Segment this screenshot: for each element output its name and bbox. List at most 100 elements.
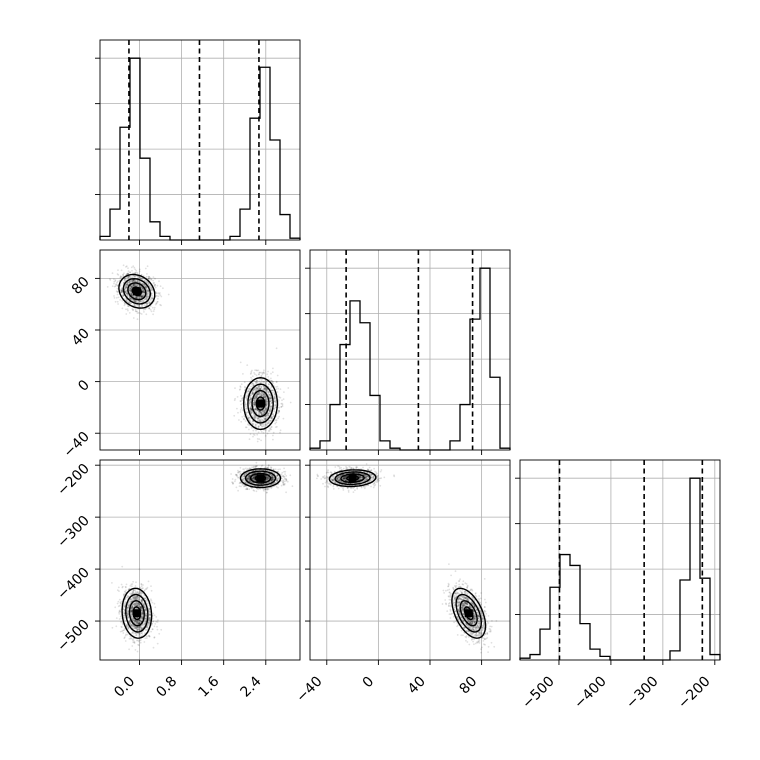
pair-0-2-sample-point [158,632,161,635]
pair-0-1-sample-point [127,305,130,307]
pair-0-1-sample-point [141,295,144,298]
pair-0-2-sample-point [143,641,146,643]
pair-0-1-sample-point [139,296,142,299]
pair-0-2-sample-point [156,642,159,645]
pair-0-1-sample-point [246,393,248,395]
pair-0-1-sample-point [149,308,152,311]
pair-0-1-sample-point [139,300,141,303]
pair-0-1-sample-point [133,304,136,306]
pair-0-1-sample-point [122,274,124,276]
pair-0-1-sample-point [249,373,252,375]
pair-0-1-sample-point [138,304,141,307]
pair-0-1-sample-point [134,295,137,298]
pair-0-1-sample-point [259,423,262,426]
pair-0-1-sample-point [261,425,263,427]
pair-0-1-sample-point [120,289,122,292]
pair-0-1-sample-point [145,287,148,290]
pair-0-2-sample-point [122,632,125,634]
pair-0-1-sample-point [113,297,116,299]
pair-0-1-sample-point [145,298,148,300]
pair-0-2-sample-point [135,620,138,622]
pair-0-1-sample-point [263,423,266,425]
pair-0-2-sample-point [111,582,113,584]
pair-0-1-sample-point [275,347,278,350]
pair-0-1-sample-point [135,269,138,272]
pair-0-1-sample-point [117,291,119,293]
pair-0-1-sample-point [240,407,243,409]
pair-0-2-sample-point [134,632,136,635]
pair-0-1-sample-point [117,303,119,305]
pair-0-2-sample-point [152,612,155,615]
pair-0-1-sample-point [142,300,145,303]
pair-0-1-sample-point [148,300,151,303]
pair-0-1-sample-point [157,297,159,300]
pair-0-1-sample-point [125,266,127,268]
pair-0-1-sample-point [252,435,254,438]
pair-0-1-sample-point [128,281,131,284]
pair-0-2-sample-point [245,467,247,470]
pair-0-2-sample-point [135,601,138,604]
pair-0-1-sample-point [248,438,251,441]
pair-0-1-sample-point [148,276,151,278]
pair-0-1-sample-point [124,291,127,294]
pair-0-2-sample-point [121,586,124,589]
pair-0-1-sample-point [134,280,136,283]
pair-0-1-sample-point [132,279,135,281]
pair-0-2-sample-point [141,612,144,614]
pair-0-1-sample-point [137,280,140,283]
pair-0-1-sample-point [141,300,143,303]
pair-0-1-sample-point [258,371,261,374]
pair-0-2-sample-point [131,645,134,647]
pair-0-2-sample-point [144,615,147,618]
pair-0-1-sample-point [127,294,129,297]
pair-0-1-sample-point [131,280,133,282]
pair-0-1-sample-point [137,280,139,282]
pair-0-1-sample-point [117,274,120,276]
pair-0-2-sample-point [119,615,122,618]
pair-0-1-sample-point [246,414,249,417]
pair-0-2-sample-point [152,620,154,623]
pair-0-1-sample-point [247,423,249,426]
pair-0-2-sample-point [116,602,119,605]
pair-0-1-sample-point [133,300,135,303]
pair-0-1-sample-point [130,289,133,292]
pair-0-1-sample-point [147,277,150,280]
pair-0-1-sample-point [148,302,150,305]
pair-0-1-sample-point [131,298,133,300]
pair-0-2-sample-point [141,624,144,627]
pair-0-1-sample-point [124,302,126,305]
pair-0-2-sample-point [138,628,140,630]
pair-0-1-sample-point [246,364,249,366]
pair-0-1-sample-point [122,264,125,267]
pair-0-1-sample-point [144,267,147,270]
pair-0-1-sample-point [139,295,142,298]
pair-0-1-sample-point [153,308,156,311]
pair-0-1-sample-point [268,383,270,386]
pair-0-1-sample-point [149,277,152,280]
pair-0-1-sample-point [134,304,136,307]
pair-0-1-sample-point [136,280,139,283]
x-tick-label: −400 [571,674,610,713]
pair-0-1-sample-point [257,426,260,428]
pair-0-1-sample-point [116,287,119,290]
pair-0-1-sample-point [138,305,140,308]
pair-0-1-sample-point [124,291,127,293]
pair-0-1-sample-point [116,280,119,283]
pair-0-1-sample-point [281,399,283,402]
pair-0-2-sample-point [153,614,156,617]
pair-0-1-sample-point [263,388,266,391]
pair-0-1-sample-point [132,276,135,279]
pair-0-1-sample-point [159,294,162,296]
pair-0-2-sample-point [134,649,137,651]
pair-0-2-sample-point [136,650,139,653]
pair-0-1-sample-point [234,397,237,400]
pair-0-1-sample-point [244,401,247,404]
pair-0-1-sample-point [125,286,128,288]
pair-0-1-sample-point [242,373,244,375]
pair-0-1-sample-point [274,395,276,397]
pair-0-2-sample-point [130,637,132,640]
pair-0-1-sample-point [130,292,133,295]
pair-0-1-sample-point [260,380,263,382]
pair-0-1-sample-point [133,276,136,279]
pair-0-1-sample-point [113,278,115,281]
